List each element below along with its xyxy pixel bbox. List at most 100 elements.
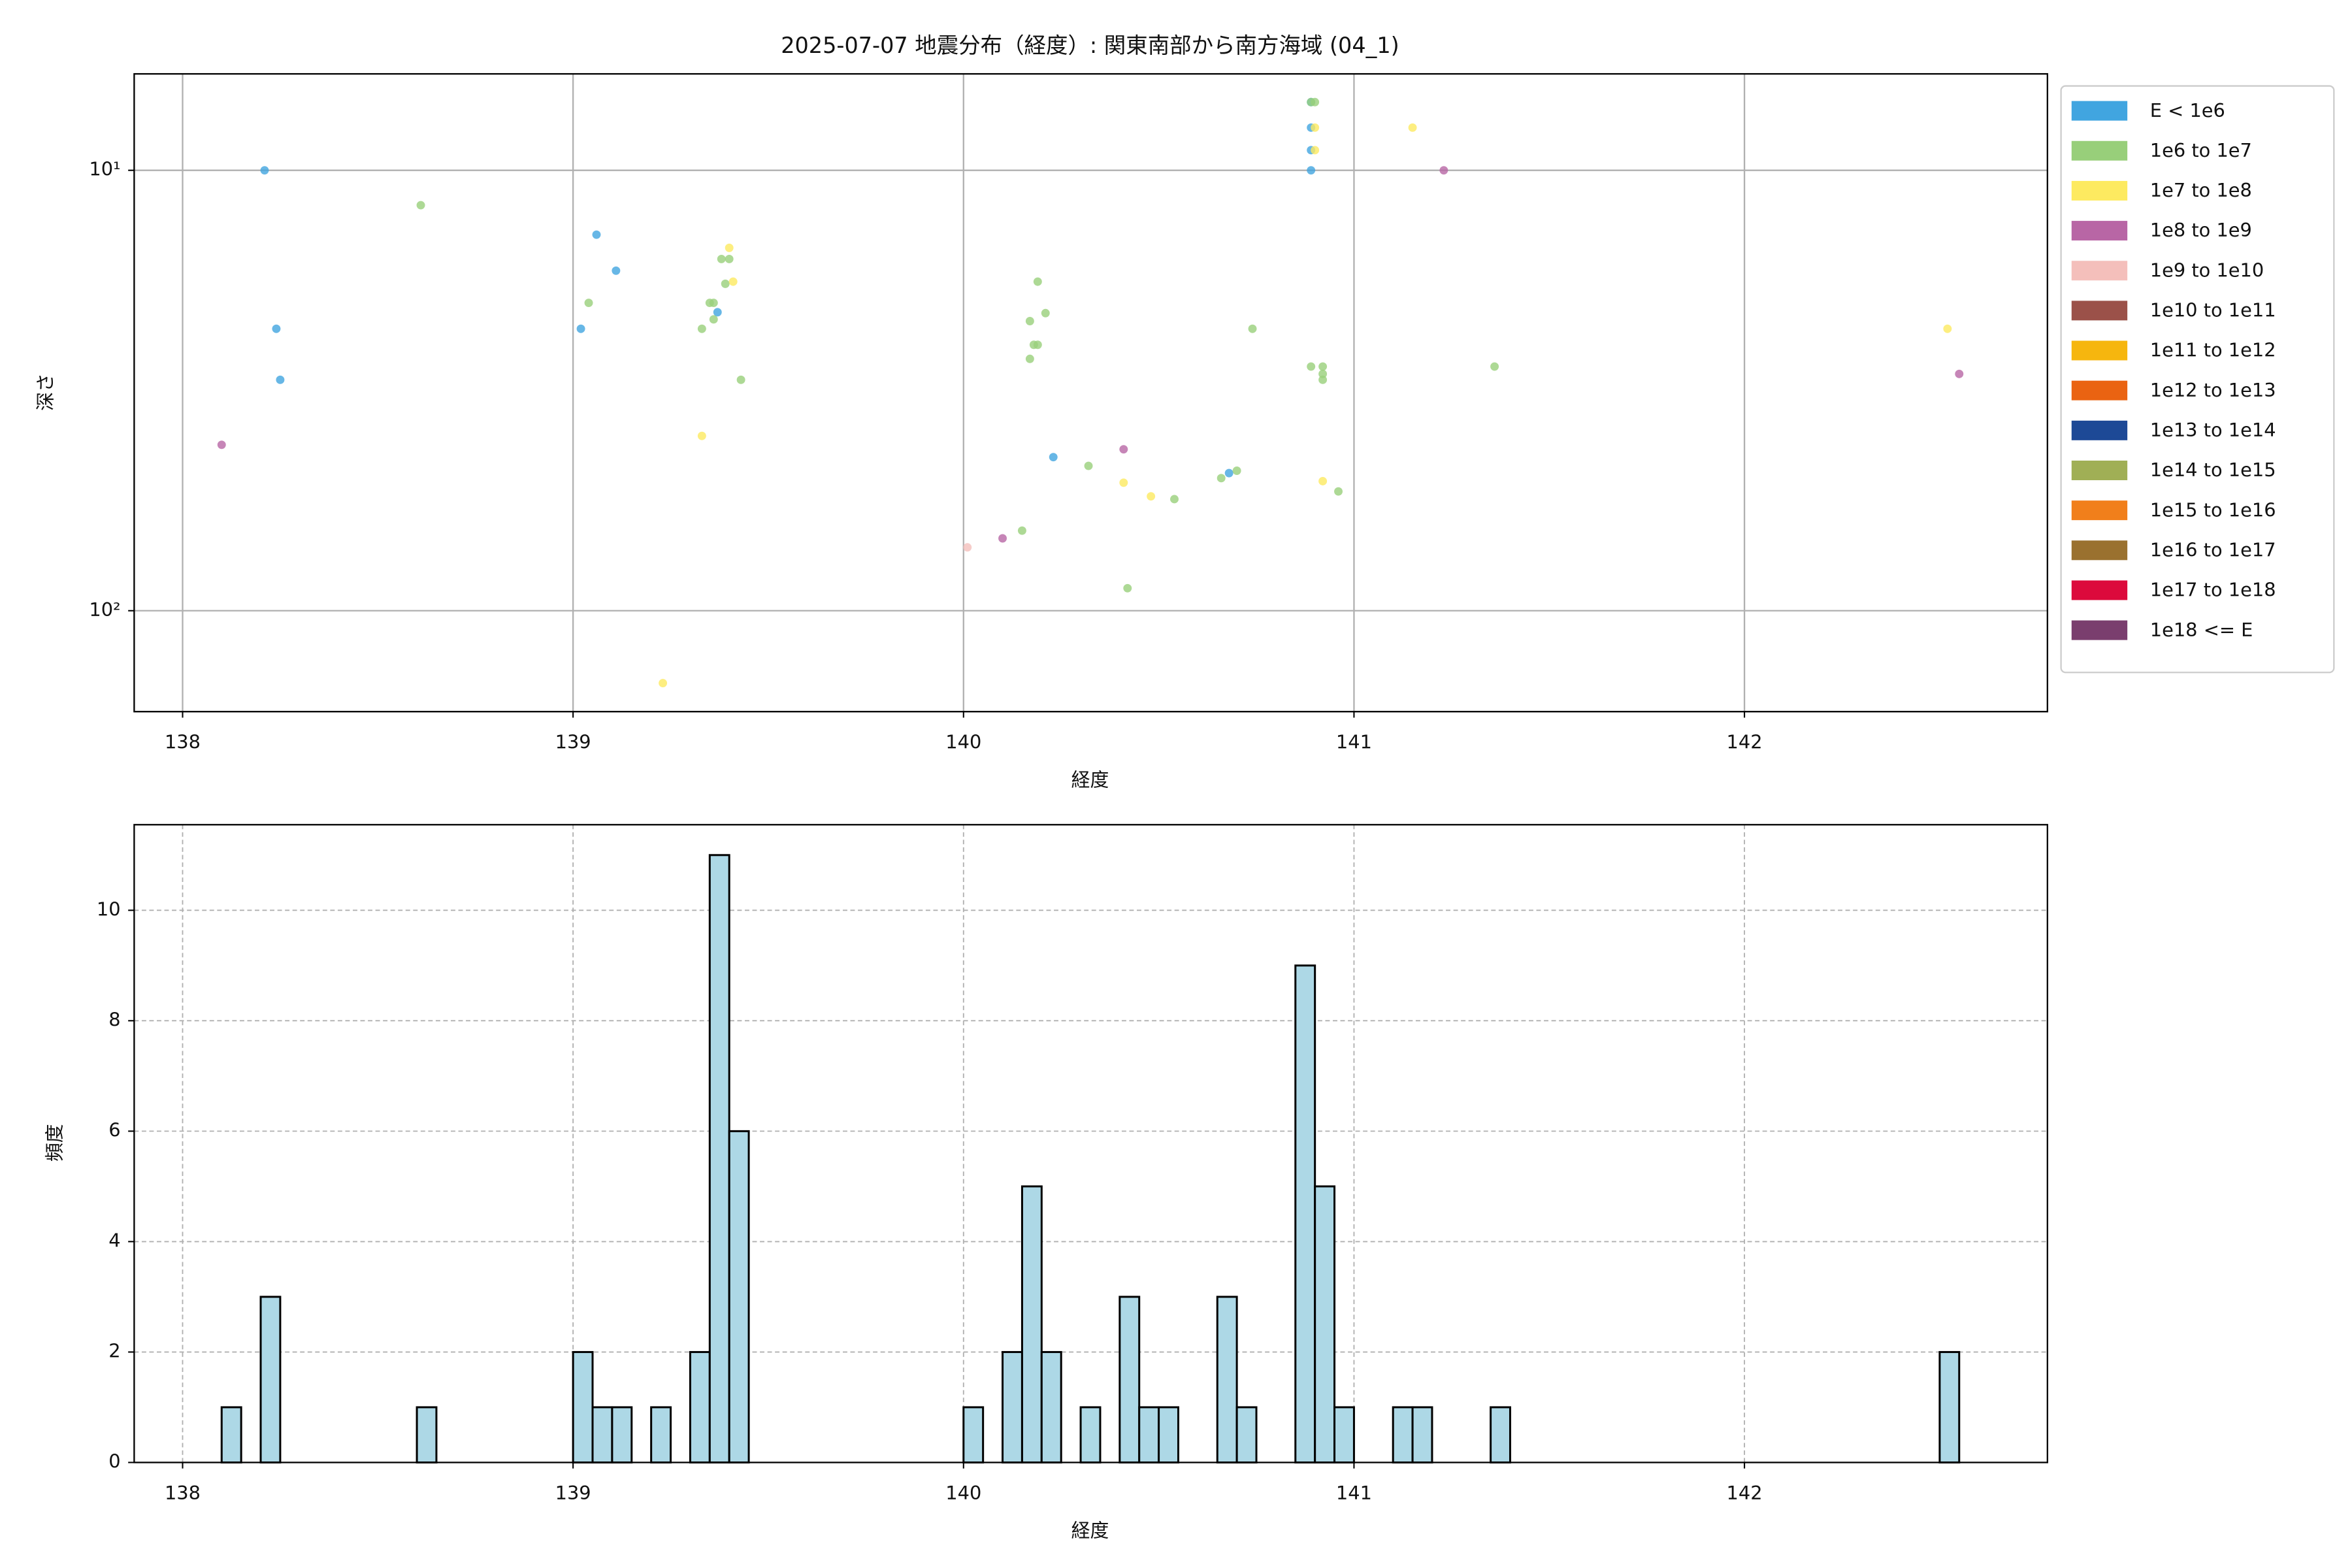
point [1955, 369, 1964, 378]
point [659, 679, 668, 688]
bar [1158, 1406, 1179, 1463]
y-tick-label: 4 [108, 1229, 120, 1251]
y-tick-label: 10¹ [89, 158, 120, 180]
bar [1411, 1406, 1433, 1463]
point [963, 543, 972, 552]
bar [259, 1296, 282, 1463]
point [1033, 277, 1042, 286]
point [1408, 123, 1417, 132]
plot-frame [133, 824, 2048, 1463]
legend-swatch [2071, 101, 2128, 121]
y-tick-label: 2 [108, 1339, 120, 1362]
legend-label: 1e6 to 1e7 [2150, 139, 2252, 161]
point [736, 375, 745, 384]
point [1311, 123, 1320, 132]
legend-swatch [2071, 540, 2128, 561]
point [584, 299, 593, 308]
point [1318, 369, 1328, 378]
bar [1216, 1296, 1238, 1463]
legend-swatch [2071, 420, 2128, 440]
bar [1002, 1350, 1023, 1463]
legend-swatch [2071, 180, 2128, 201]
point [1025, 317, 1034, 325]
point [612, 266, 621, 275]
point [725, 254, 734, 263]
point [1119, 445, 1128, 454]
point [1490, 362, 1499, 371]
bar [728, 1130, 750, 1463]
x-tick-label: 142 [1727, 731, 1763, 753]
point [1318, 477, 1328, 485]
point [721, 279, 730, 288]
bar [1079, 1406, 1102, 1463]
point [717, 254, 726, 263]
x-tick-label: 140 [945, 1482, 981, 1504]
legend-swatch [2071, 461, 2128, 480]
y-axis-label: 頻度 [43, 1124, 65, 1162]
legend-label: 1e16 to 1e17 [2150, 538, 2276, 561]
x-tick-label: 142 [1727, 1482, 1763, 1504]
point [1307, 166, 1316, 175]
x-axis-label: 経度 [1071, 768, 1109, 791]
legend-swatch [2071, 580, 2128, 600]
y-tick-label: 10² [89, 598, 120, 621]
point [217, 440, 226, 449]
bar [1021, 1185, 1043, 1463]
point [1025, 354, 1034, 363]
legend-label: 1e13 to 1e14 [2150, 419, 2276, 441]
legend-label: 1e10 to 1e11 [2150, 299, 2276, 321]
y-axis-label: 深さ [35, 373, 57, 411]
point [1248, 324, 1257, 333]
bar [1490, 1406, 1511, 1463]
point [725, 243, 734, 252]
chart-title: 2025-07-07 地震分布（経度）: 関東南部から南方海域 (04_1) [781, 33, 1399, 58]
point [1334, 487, 1343, 496]
legend-label: 1e14 to 1e15 [2150, 459, 2276, 481]
point [1224, 468, 1233, 478]
y-tick-label: 0 [108, 1450, 120, 1472]
legend-swatch [2071, 620, 2128, 640]
point [697, 324, 706, 333]
point [697, 431, 706, 440]
legend-swatch [2071, 340, 2128, 361]
point [416, 201, 425, 210]
bar [591, 1406, 613, 1463]
bar [708, 854, 730, 1463]
bar [416, 1406, 438, 1463]
bar [1119, 1296, 1141, 1463]
point [1318, 362, 1328, 371]
legend-label: E < 1e6 [2150, 99, 2225, 122]
legend-swatch [2071, 221, 2128, 241]
x-tick-label: 139 [555, 731, 591, 753]
bar [1938, 1350, 1961, 1463]
point [1017, 526, 1026, 535]
bar [1392, 1406, 1414, 1463]
point [1318, 375, 1328, 384]
bar [1138, 1406, 1160, 1463]
legend-swatch [2071, 301, 2128, 321]
bar [689, 1350, 711, 1463]
plots: 138 139 140 141 142 10¹ 10² E < 1e6 1e6 to 1e7 1e… [89, 73, 2335, 1504]
bar [1235, 1406, 1258, 1463]
legend-label: 1e9 to 1e10 [2150, 259, 2264, 281]
point [276, 375, 285, 384]
point [1123, 583, 1132, 593]
legend-label: 1e8 to 1e9 [2150, 219, 2252, 241]
point [709, 315, 718, 324]
x-tick-label: 138 [165, 731, 201, 753]
legend-swatch [2071, 261, 2128, 281]
point [1041, 308, 1050, 318]
plot-frame [133, 73, 2048, 713]
point [1311, 146, 1320, 155]
point [1084, 461, 1093, 470]
point [1232, 466, 1241, 475]
legend-swatch [2071, 140, 2128, 161]
point [576, 324, 585, 333]
y-tick-label: 10 [97, 898, 121, 920]
point [1119, 478, 1128, 487]
point [728, 277, 738, 286]
legend-label: 1e18 <= E [2150, 619, 2253, 641]
bar [962, 1406, 985, 1463]
